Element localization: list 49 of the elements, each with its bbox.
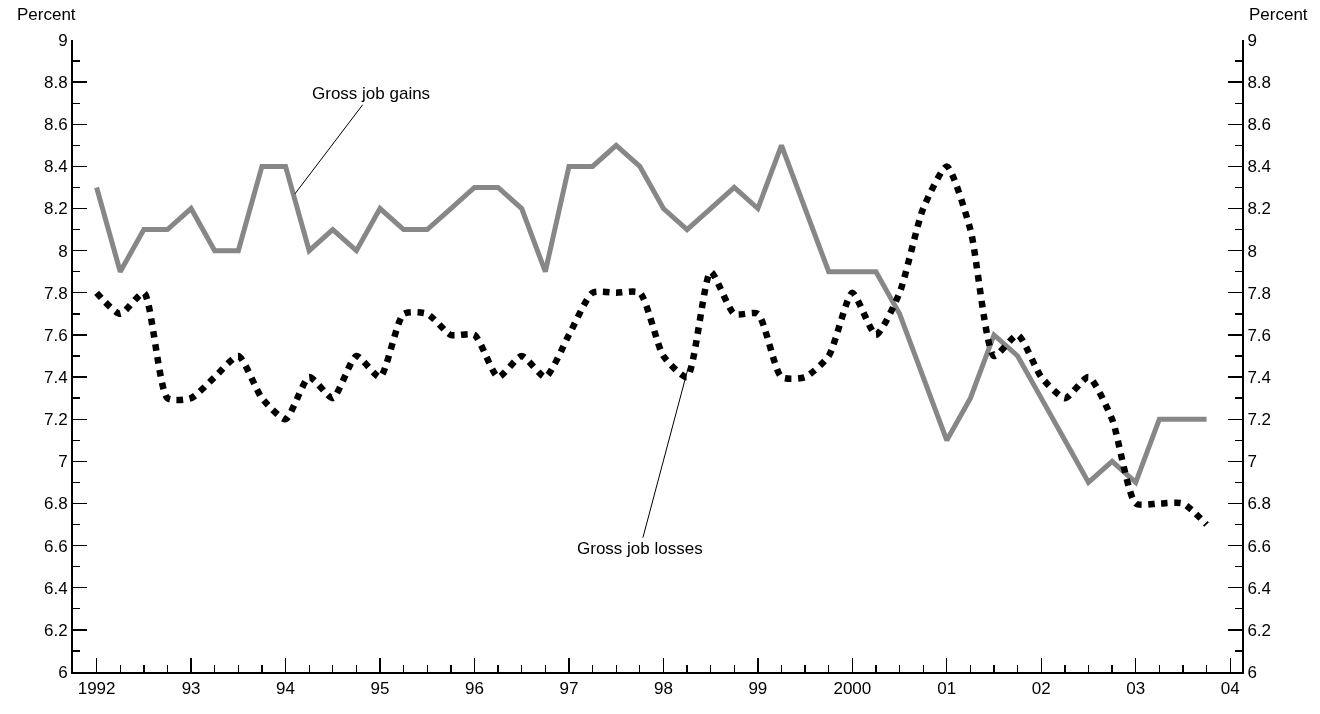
y2-tick-label: 8.4	[1247, 157, 1272, 177]
x-tick-label: 99	[748, 679, 768, 699]
y-tick-label: 8.2	[43, 199, 68, 219]
y2-tick-label: 6.4	[1247, 578, 1272, 598]
y2-tick-label: 8.6	[1247, 115, 1272, 135]
y-tick-label: 8.4	[43, 157, 68, 177]
x-tick-label: 02	[1031, 679, 1051, 699]
y-tick-label: 6.2	[43, 620, 68, 640]
x-tick-label: 96	[465, 679, 484, 699]
x-tick-label: 94	[276, 679, 296, 699]
y-tick-label: 6.6	[43, 536, 68, 556]
y2-tick-label: 7	[1247, 452, 1257, 472]
annotation: Gross job gains	[312, 84, 431, 103]
y2-tick-label: 6.6	[1247, 536, 1272, 556]
y2-tick-label: 7.4	[1247, 368, 1272, 388]
y-tick-label: 8	[58, 241, 68, 261]
y-tick-label: 8.8	[43, 73, 68, 93]
y-tick-label: 7.4	[43, 368, 68, 388]
x-tick-label: 98	[653, 679, 673, 699]
y2-tick-label: 8	[1247, 241, 1257, 261]
x-tick-label: 03	[1126, 679, 1146, 699]
y-tick-label: 7	[58, 452, 68, 472]
x-tick-label: 2000	[833, 679, 872, 699]
x-tick-label: 1992	[77, 679, 116, 699]
y-tick-label: 9	[58, 30, 68, 50]
annotation: Gross job losses	[577, 539, 703, 558]
y2-tick-label: 6	[1247, 662, 1257, 682]
y2-tick-label: 7.8	[1247, 283, 1272, 303]
y-axis-title: Percent	[17, 5, 76, 24]
y2-tick-label: 7.6	[1247, 325, 1272, 345]
x-tick-label: 93	[181, 679, 201, 699]
y-tick-label: 7.6	[43, 325, 68, 345]
y2-tick-label: 9	[1247, 30, 1257, 50]
x-tick-label: 01	[937, 679, 957, 699]
x-tick-label: 97	[559, 679, 579, 699]
y-tick-label: 6.4	[43, 578, 68, 598]
y-tick-label: 6	[58, 662, 68, 682]
y2-tick-label: 8.8	[1247, 73, 1272, 93]
y2-axis-title: Percent	[1249, 5, 1308, 24]
y2-tick-label: 6.2	[1247, 620, 1272, 640]
y-tick-label: 6.8	[43, 494, 68, 514]
y2-tick-label: 8.2	[1247, 199, 1272, 219]
y-tick-label: 7.2	[43, 410, 68, 430]
y-tick-label: 7.8	[43, 283, 68, 303]
y2-tick-label: 6.8	[1247, 494, 1272, 514]
x-tick-label: 04	[1220, 679, 1240, 699]
y2-tick-label: 7.2	[1247, 410, 1272, 430]
y-tick-label: 8.6	[43, 115, 68, 135]
x-tick-label: 95	[370, 679, 390, 699]
